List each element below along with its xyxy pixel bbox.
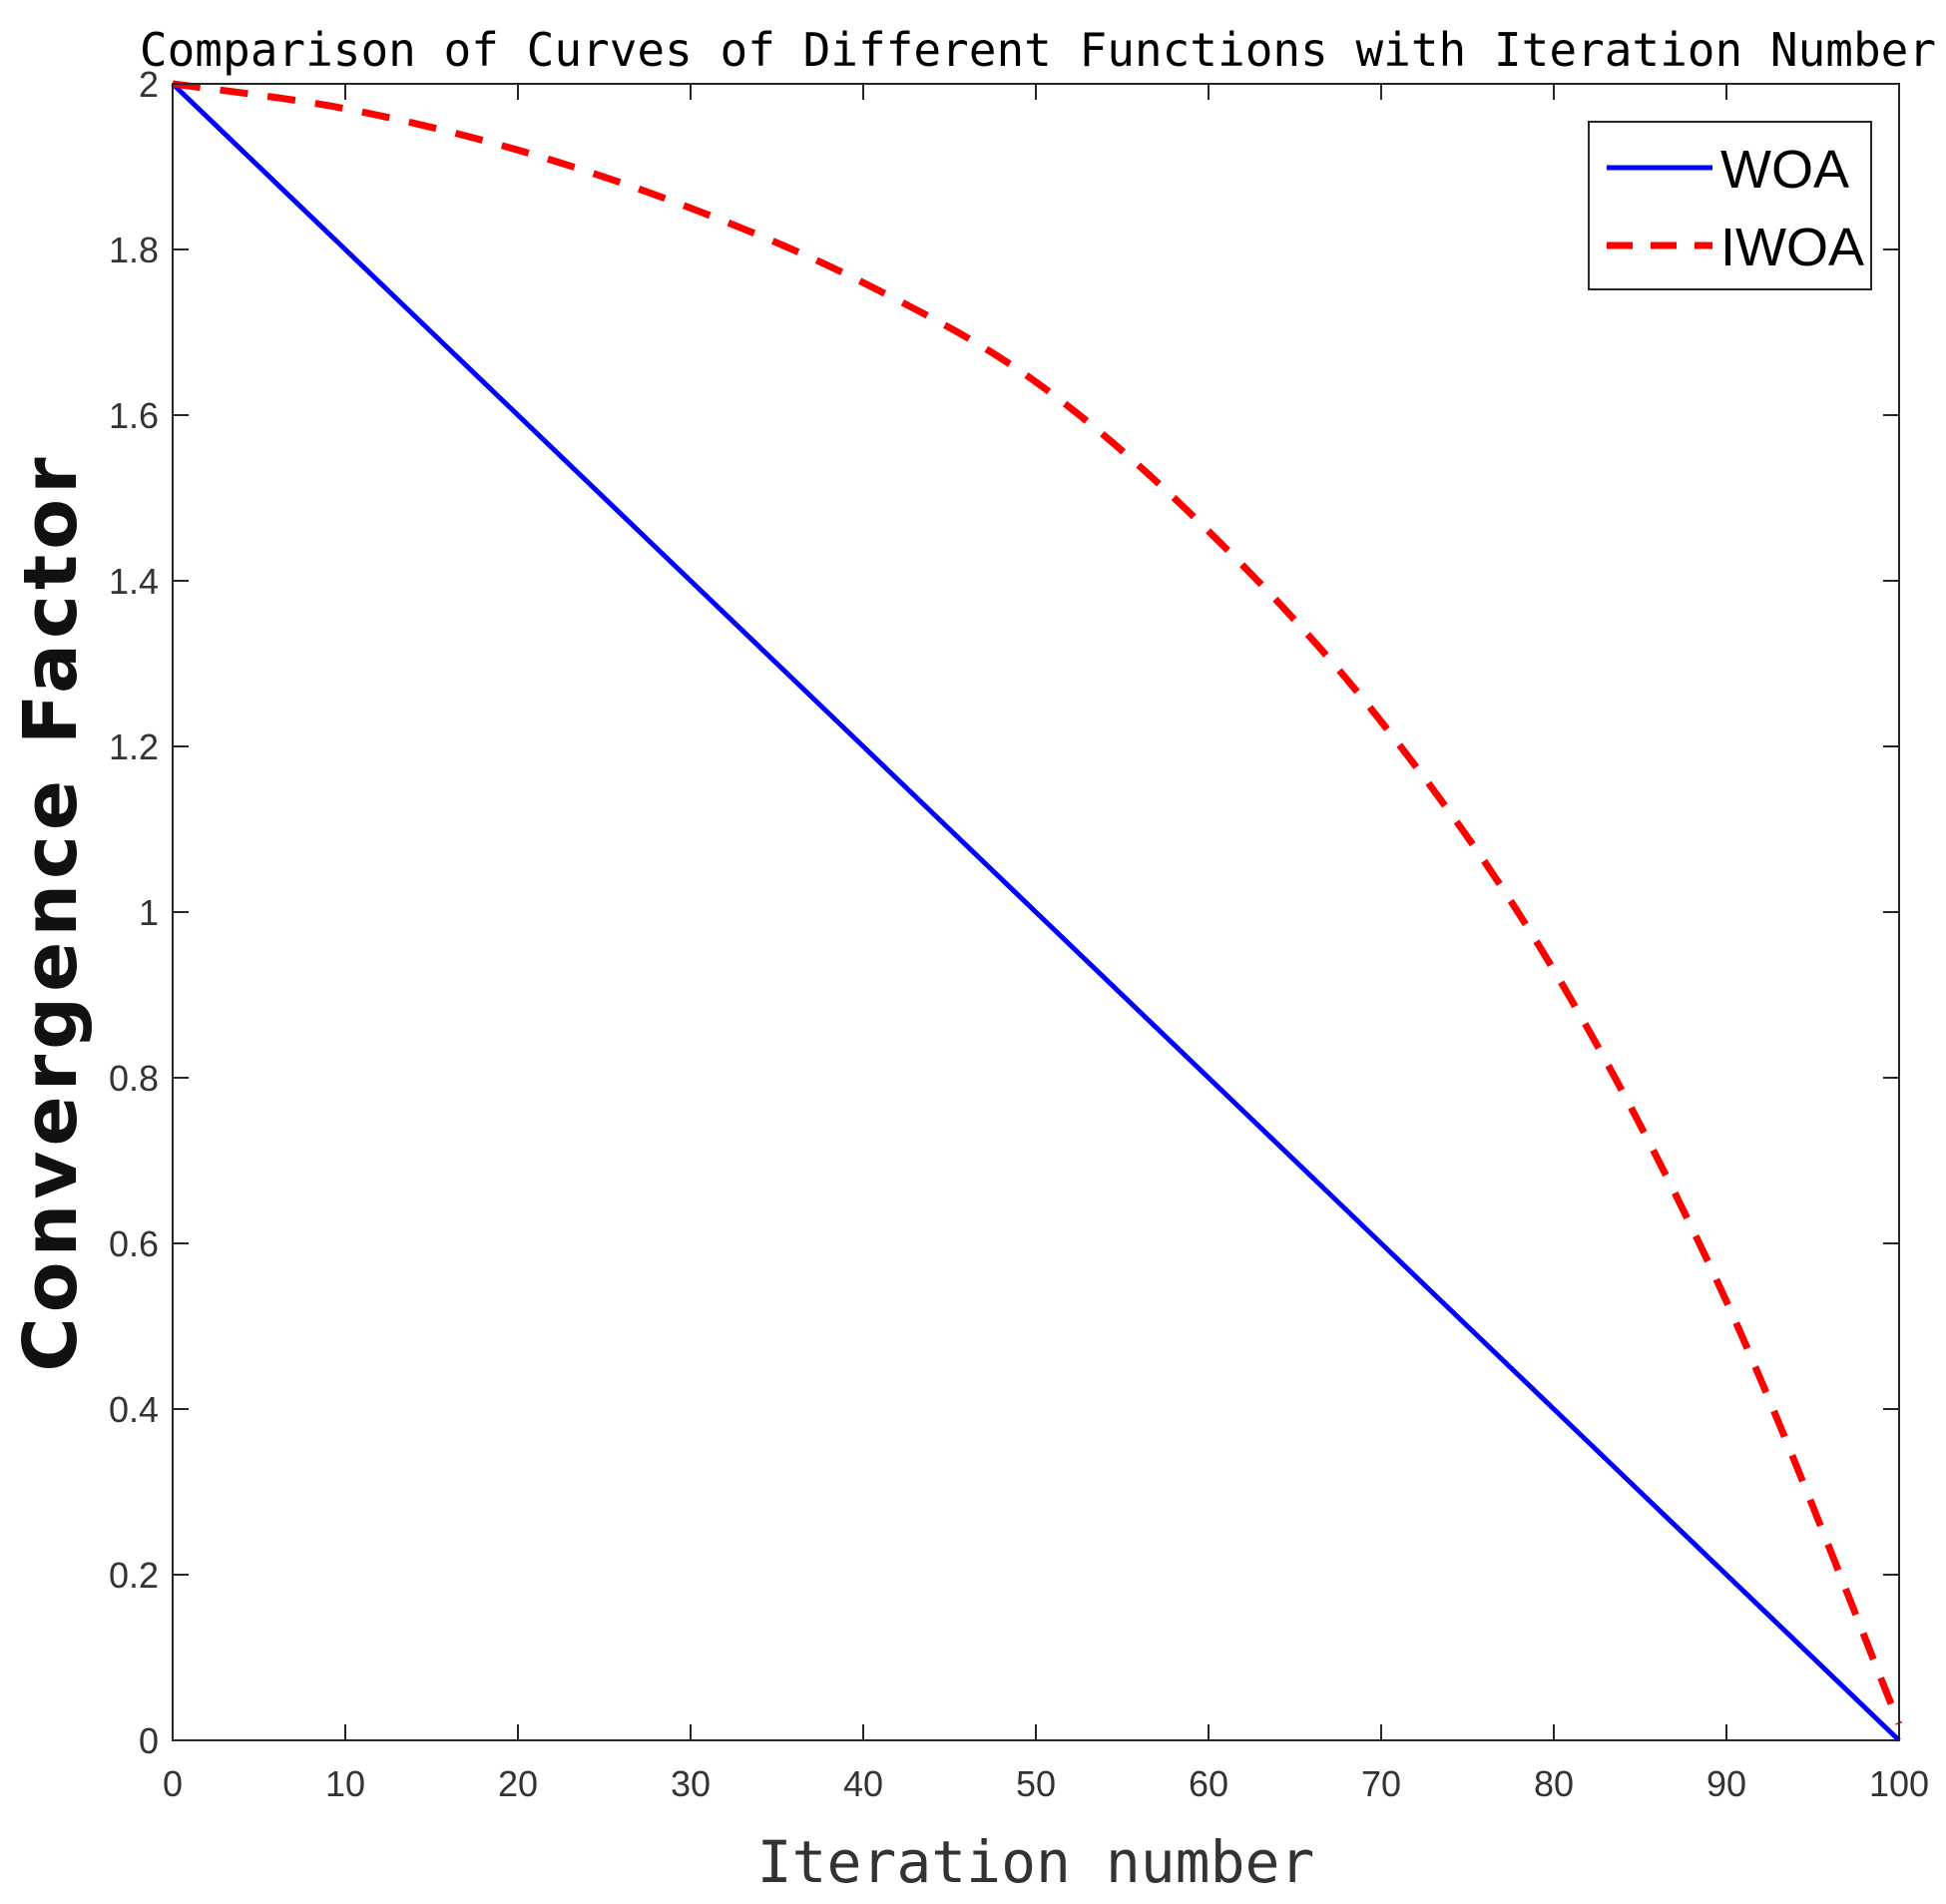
y-tick-label: 0.4 xyxy=(109,1389,159,1430)
x-tick-label: 70 xyxy=(1361,1763,1401,1804)
y-tick-label: 2 xyxy=(139,64,159,105)
series-line-woa xyxy=(171,82,1901,1742)
plot-series xyxy=(171,80,1903,1742)
x-tick-label: 80 xyxy=(1534,1763,1574,1804)
legend-label-iwoa: IWOA xyxy=(1720,218,1864,277)
x-tick-label: 90 xyxy=(1706,1763,1746,1804)
x-axis-label: Iteration number xyxy=(757,1828,1315,1896)
y-tick-label: 1 xyxy=(139,892,159,933)
y-tick-label: 1.4 xyxy=(109,561,159,602)
x-tick-label: 10 xyxy=(325,1763,365,1804)
legend: WOA IWOA xyxy=(1588,121,1872,290)
x-tick-label: 20 xyxy=(498,1763,538,1804)
legend-box xyxy=(1588,121,1872,290)
y-tick-label: 0.6 xyxy=(109,1223,159,1264)
y-tick-label: 0 xyxy=(139,1720,159,1761)
x-tick-label: 60 xyxy=(1189,1763,1228,1804)
y-tick-label: 0.2 xyxy=(109,1555,159,1596)
x-tick-label: 30 xyxy=(671,1763,711,1804)
tick-labels: 0 10 20 30 40 50 60 70 80 90 100 0 0.2 0.4 0.6 0.8 1 1.2 1… xyxy=(109,64,1929,1804)
y-tick-label: 0.8 xyxy=(109,1058,159,1099)
y-axis-label: Convergence Factor xyxy=(8,452,94,1371)
plot-area-frame xyxy=(172,83,1900,1741)
x-tick-label: 40 xyxy=(843,1763,883,1804)
y-tick-label: 1.6 xyxy=(109,395,159,436)
x-tick-label: 100 xyxy=(1869,1763,1929,1804)
chart-title: Comparison of Curves of Different Functi… xyxy=(140,23,1936,77)
y-tick-label: 1.2 xyxy=(109,726,159,767)
x-tick-label: 0 xyxy=(163,1763,183,1804)
x-tick-label: 50 xyxy=(1016,1763,1056,1804)
series-line-iwoa xyxy=(172,80,1903,1725)
y-tick-label: 1.8 xyxy=(109,230,159,270)
legend-label-woa: WOA xyxy=(1720,140,1849,200)
